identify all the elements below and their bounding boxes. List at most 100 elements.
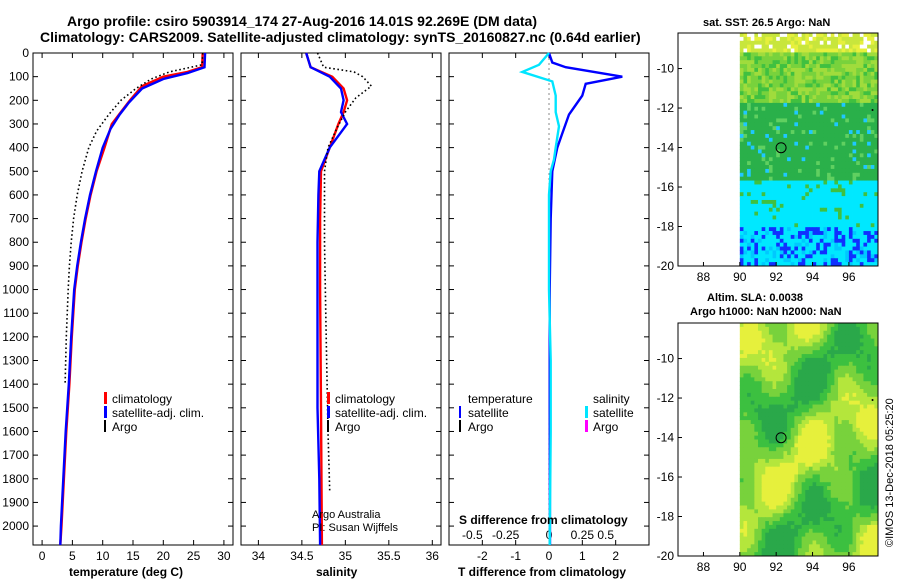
map-cell <box>874 338 879 343</box>
map-cell <box>845 323 850 328</box>
map-cell <box>794 431 799 437</box>
map-cell <box>790 227 795 232</box>
map-cell <box>772 75 777 80</box>
map-cell <box>750 133 755 139</box>
map-cell <box>848 357 853 363</box>
map-cell <box>863 377 868 382</box>
map-cell <box>790 470 795 475</box>
map-cell <box>798 350 803 355</box>
map-cell <box>754 153 759 158</box>
map-cell <box>823 254 828 259</box>
map-cell <box>805 455 810 460</box>
map-cell <box>776 196 781 201</box>
map-cell <box>812 455 817 460</box>
map-cell <box>768 52 773 57</box>
map-cell <box>743 137 748 143</box>
map-cell <box>808 188 813 193</box>
map-cell <box>801 423 806 429</box>
map-cell <box>874 99 879 104</box>
map-cell <box>870 482 875 487</box>
map-cell <box>834 439 839 444</box>
map-cell <box>779 427 784 433</box>
map-cell <box>848 188 853 193</box>
map-cell <box>870 211 875 216</box>
map-cell <box>754 102 759 108</box>
map-cell <box>761 227 766 232</box>
map-cell <box>841 67 846 73</box>
series-s-satellite <box>518 52 561 546</box>
map-cell <box>783 392 788 398</box>
map-cell <box>739 493 744 499</box>
map-cell <box>794 95 799 100</box>
map-cell <box>852 369 857 374</box>
map-cell <box>838 192 843 197</box>
map-cell <box>779 392 784 398</box>
map-cell <box>808 517 813 522</box>
map-cell <box>848 443 853 448</box>
map-cell <box>790 40 795 46</box>
map-cell <box>758 381 763 386</box>
map-cell <box>856 447 861 452</box>
map-cell <box>765 544 770 549</box>
map-cell <box>859 165 864 170</box>
map-cell <box>848 215 853 220</box>
map-cell <box>758 435 763 440</box>
map-cell <box>838 354 843 359</box>
map-cell <box>754 180 759 185</box>
map-cell <box>812 389 817 394</box>
map-cell <box>863 137 868 143</box>
map-cell <box>816 528 821 534</box>
map-cell <box>805 153 810 158</box>
map-cell <box>845 361 850 367</box>
map-cell <box>787 254 792 259</box>
map-cell <box>808 528 813 534</box>
map-cell <box>848 149 853 154</box>
map-cell <box>790 141 795 147</box>
map-cell <box>867 254 872 259</box>
map-cell <box>845 36 850 42</box>
map-cell <box>776 157 781 162</box>
map-cell <box>812 157 817 162</box>
map-cell <box>808 346 813 351</box>
map-cell <box>743 435 748 440</box>
map-cell <box>816 48 821 53</box>
map-cell <box>805 149 810 154</box>
map-cell <box>747 141 752 147</box>
map-cell <box>834 474 839 479</box>
map-cell <box>783 118 788 123</box>
map-cell <box>863 33 868 38</box>
map-cell <box>816 509 821 514</box>
map-cell <box>852 219 857 224</box>
map-cell <box>823 517 828 522</box>
map-cell <box>867 326 872 332</box>
map-cell <box>812 536 817 541</box>
map-cell <box>834 396 839 402</box>
map-cell <box>801 326 806 332</box>
map-cell <box>816 373 821 378</box>
map-cell <box>859 455 864 460</box>
map-cell <box>841 149 846 154</box>
map-cell <box>754 192 759 197</box>
map-cell <box>754 365 759 370</box>
map-cell <box>758 392 763 398</box>
map-cell <box>859 396 864 402</box>
map-cell <box>838 493 843 499</box>
map-cell <box>768 91 773 96</box>
map-cell <box>848 458 853 464</box>
map-cell <box>856 412 861 417</box>
map-cell <box>801 157 806 162</box>
map-cell <box>819 199 824 205</box>
map-cell <box>834 455 839 460</box>
map-cell <box>794 219 799 224</box>
map-cell <box>776 400 781 405</box>
map-cell <box>870 246 875 251</box>
map-cell <box>863 145 868 150</box>
map-cell <box>798 87 803 92</box>
map-cell <box>743 412 748 417</box>
map-cell <box>794 524 799 530</box>
map-cell <box>768 238 773 244</box>
map-cell <box>852 489 857 495</box>
map-cell <box>747 48 752 53</box>
map-cell <box>747 122 752 127</box>
map-cell <box>874 137 879 143</box>
